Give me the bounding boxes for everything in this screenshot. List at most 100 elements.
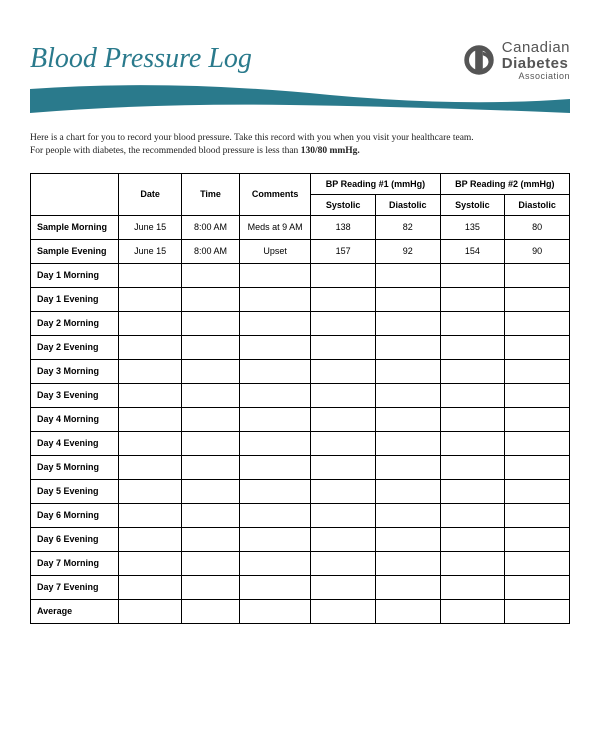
cell-d1 xyxy=(375,407,440,431)
cell-date xyxy=(119,551,182,575)
cell-label: Day 5 Evening xyxy=(31,479,119,503)
cell-time xyxy=(181,575,239,599)
cell-s2 xyxy=(440,287,505,311)
cell-s1 xyxy=(311,551,376,575)
cell-comments xyxy=(240,407,311,431)
cell-d2 xyxy=(505,287,570,311)
table-row: Day 3 Morning xyxy=(31,359,570,383)
cell-s1 xyxy=(311,287,376,311)
table-row: Day 5 Evening xyxy=(31,479,570,503)
cell-date xyxy=(119,287,182,311)
cell-s2 xyxy=(440,263,505,287)
cell-s1 xyxy=(311,335,376,359)
cell-date xyxy=(119,503,182,527)
cell-d2 xyxy=(505,575,570,599)
cell-comments xyxy=(240,527,311,551)
cell-label: Day 4 Morning xyxy=(31,407,119,431)
intro-text: Here is a chart for you to record your b… xyxy=(30,132,570,159)
cell-d1 xyxy=(375,431,440,455)
table-row: Day 2 Morning xyxy=(31,311,570,335)
header-bp2-systolic: Systolic xyxy=(440,194,505,215)
table-row: Day 7 Evening xyxy=(31,575,570,599)
cell-date xyxy=(119,527,182,551)
cell-date xyxy=(119,335,182,359)
intro-line2-bold: 130/80 mmHg. xyxy=(301,146,360,156)
cell-d1 xyxy=(375,311,440,335)
cell-date xyxy=(119,455,182,479)
cell-d1 xyxy=(375,383,440,407)
table-row: Day 2 Evening xyxy=(31,335,570,359)
cell-s1 xyxy=(311,599,376,623)
cell-time xyxy=(181,527,239,551)
cell-s2: 154 xyxy=(440,239,505,263)
cell-s2 xyxy=(440,311,505,335)
table-row: Day 1 Evening xyxy=(31,287,570,311)
cell-d1 xyxy=(375,359,440,383)
cell-time xyxy=(181,479,239,503)
cell-time xyxy=(181,383,239,407)
cell-comments: Upset xyxy=(240,239,311,263)
cell-label: Day 7 Morning xyxy=(31,551,119,575)
cell-label: Average xyxy=(31,599,119,623)
cell-date xyxy=(119,575,182,599)
cell-d2 xyxy=(505,455,570,479)
brand-logo: Canadian Diabetes Association xyxy=(460,40,570,81)
cell-s1: 138 xyxy=(311,215,376,239)
cell-time xyxy=(181,431,239,455)
cell-s1 xyxy=(311,527,376,551)
cell-d1 xyxy=(375,527,440,551)
cell-d2: 80 xyxy=(505,215,570,239)
cell-time xyxy=(181,335,239,359)
cell-label: Day 3 Evening xyxy=(31,383,119,407)
cell-date: June 15 xyxy=(119,239,182,263)
cell-time xyxy=(181,551,239,575)
table-row: Day 3 Evening xyxy=(31,383,570,407)
cell-d1: 82 xyxy=(375,215,440,239)
cell-label: Day 1 Morning xyxy=(31,263,119,287)
cell-s2 xyxy=(440,551,505,575)
header-bp2-diastolic: Diastolic xyxy=(505,194,570,215)
cell-s2 xyxy=(440,335,505,359)
cell-s1 xyxy=(311,263,376,287)
cell-label: Sample Morning xyxy=(31,215,119,239)
cell-d1 xyxy=(375,551,440,575)
cell-label: Day 7 Evening xyxy=(31,575,119,599)
cell-comments xyxy=(240,431,311,455)
cell-s2 xyxy=(440,407,505,431)
cell-label: Day 5 Morning xyxy=(31,455,119,479)
header-bp1: BP Reading #1 (mmHg) xyxy=(311,173,440,194)
header-swoosh xyxy=(30,85,570,113)
cell-label: Day 3 Morning xyxy=(31,359,119,383)
cell-d1 xyxy=(375,455,440,479)
cell-d2 xyxy=(505,599,570,623)
cell-comments xyxy=(240,359,311,383)
cell-s2: 135 xyxy=(440,215,505,239)
cell-time xyxy=(181,263,239,287)
cell-date xyxy=(119,431,182,455)
bp-log-table: Date Time Comments BP Reading #1 (mmHg) … xyxy=(30,173,570,624)
cell-d2 xyxy=(505,311,570,335)
cell-time xyxy=(181,599,239,623)
cell-d2 xyxy=(505,359,570,383)
cell-s2 xyxy=(440,431,505,455)
cell-date xyxy=(119,479,182,503)
header-blank xyxy=(31,173,119,215)
table-row: Day 7 Morning xyxy=(31,551,570,575)
header-comments: Comments xyxy=(240,173,311,215)
cell-comments: Meds at 9 AM xyxy=(240,215,311,239)
cell-label: Sample Evening xyxy=(31,239,119,263)
cell-d1 xyxy=(375,599,440,623)
table-row: Average xyxy=(31,599,570,623)
cell-comments xyxy=(240,263,311,287)
cell-s2 xyxy=(440,383,505,407)
table-row: Day 5 Morning xyxy=(31,455,570,479)
header-date: Date xyxy=(119,173,182,215)
cell-d2 xyxy=(505,527,570,551)
cell-d1 xyxy=(375,503,440,527)
logo-line2: Diabetes xyxy=(502,56,570,72)
cell-time xyxy=(181,311,239,335)
cell-comments xyxy=(240,503,311,527)
table-row: Day 4 Morning xyxy=(31,407,570,431)
cell-label: Day 6 Evening xyxy=(31,527,119,551)
table-row: Sample EveningJune 158:00 AMUpset1579215… xyxy=(31,239,570,263)
